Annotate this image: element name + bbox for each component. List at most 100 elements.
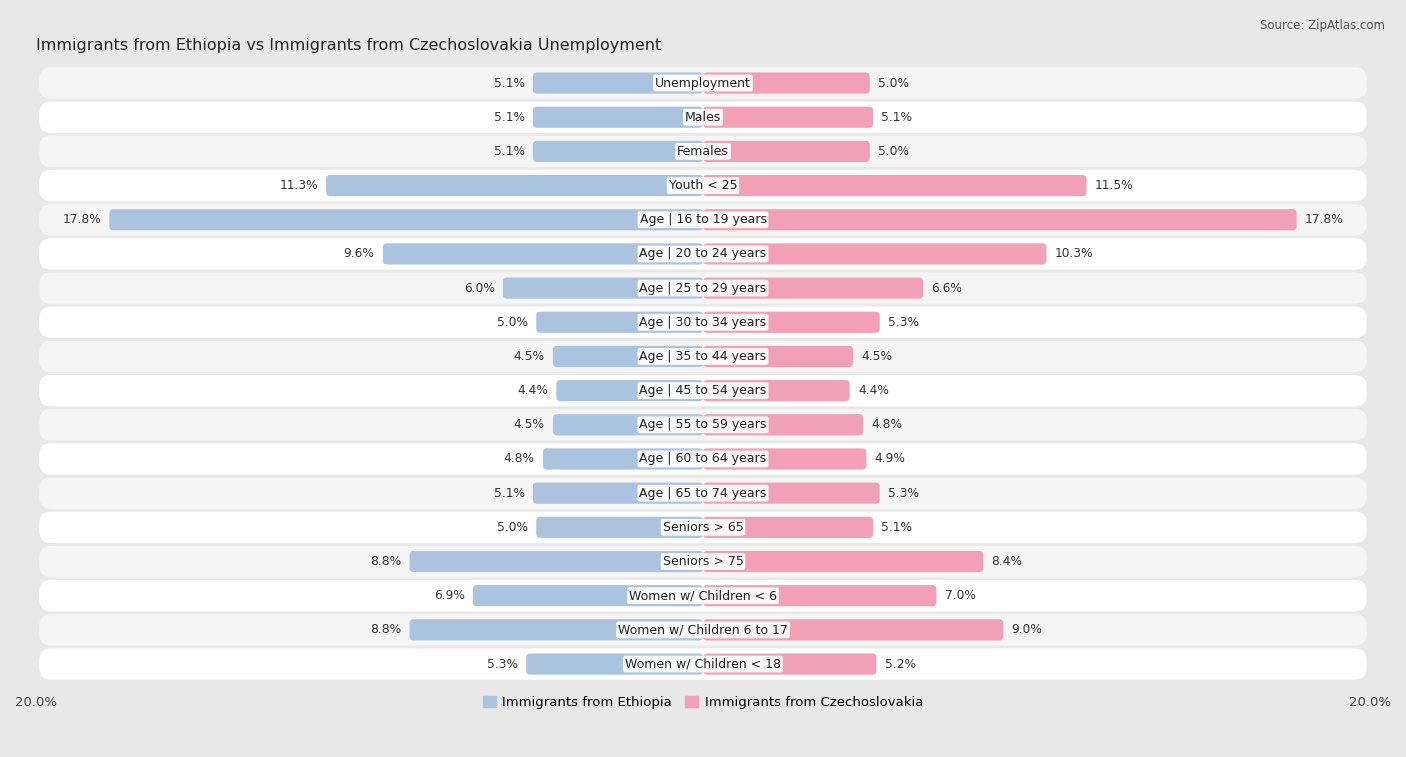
- Text: Age | 45 to 54 years: Age | 45 to 54 years: [640, 384, 766, 397]
- Text: 5.1%: 5.1%: [494, 111, 524, 123]
- Text: Women w/ Children < 6: Women w/ Children < 6: [628, 589, 778, 602]
- FancyBboxPatch shape: [703, 346, 853, 367]
- FancyBboxPatch shape: [39, 67, 1367, 98]
- FancyBboxPatch shape: [39, 614, 1367, 646]
- FancyBboxPatch shape: [703, 73, 870, 94]
- FancyBboxPatch shape: [553, 346, 703, 367]
- Text: Source: ZipAtlas.com: Source: ZipAtlas.com: [1260, 19, 1385, 32]
- Text: 5.0%: 5.0%: [879, 145, 910, 158]
- Text: 5.2%: 5.2%: [884, 658, 915, 671]
- Text: Immigrants from Ethiopia vs Immigrants from Czechoslovakia Unemployment: Immigrants from Ethiopia vs Immigrants f…: [37, 38, 661, 53]
- Text: 4.4%: 4.4%: [517, 384, 548, 397]
- Text: 4.8%: 4.8%: [503, 453, 534, 466]
- FancyBboxPatch shape: [703, 209, 1296, 230]
- Text: 5.1%: 5.1%: [494, 487, 524, 500]
- FancyBboxPatch shape: [703, 278, 924, 299]
- FancyBboxPatch shape: [326, 175, 703, 196]
- FancyBboxPatch shape: [533, 73, 703, 94]
- Text: 4.4%: 4.4%: [858, 384, 889, 397]
- Text: Females: Females: [678, 145, 728, 158]
- Text: Age | 20 to 24 years: Age | 20 to 24 years: [640, 248, 766, 260]
- FancyBboxPatch shape: [533, 107, 703, 128]
- FancyBboxPatch shape: [703, 380, 849, 401]
- Text: Women w/ Children < 18: Women w/ Children < 18: [626, 658, 780, 671]
- FancyBboxPatch shape: [536, 312, 703, 333]
- Text: 8.8%: 8.8%: [370, 623, 401, 637]
- Text: Age | 55 to 59 years: Age | 55 to 59 years: [640, 419, 766, 431]
- Text: Age | 16 to 19 years: Age | 16 to 19 years: [640, 213, 766, 226]
- FancyBboxPatch shape: [39, 204, 1367, 235]
- FancyBboxPatch shape: [39, 307, 1367, 338]
- FancyBboxPatch shape: [39, 238, 1367, 269]
- Text: 8.4%: 8.4%: [991, 555, 1022, 568]
- Text: 6.9%: 6.9%: [433, 589, 464, 602]
- FancyBboxPatch shape: [703, 482, 880, 503]
- FancyBboxPatch shape: [39, 580, 1367, 612]
- FancyBboxPatch shape: [536, 517, 703, 538]
- Text: 5.0%: 5.0%: [879, 76, 910, 89]
- FancyBboxPatch shape: [543, 448, 703, 469]
- FancyBboxPatch shape: [409, 619, 703, 640]
- Text: 6.0%: 6.0%: [464, 282, 495, 294]
- FancyBboxPatch shape: [472, 585, 703, 606]
- Text: 17.8%: 17.8%: [62, 213, 101, 226]
- FancyBboxPatch shape: [557, 380, 703, 401]
- Text: 5.1%: 5.1%: [882, 111, 912, 123]
- FancyBboxPatch shape: [703, 175, 1087, 196]
- FancyBboxPatch shape: [39, 409, 1367, 441]
- FancyBboxPatch shape: [703, 414, 863, 435]
- FancyBboxPatch shape: [39, 444, 1367, 475]
- Text: 5.1%: 5.1%: [494, 76, 524, 89]
- FancyBboxPatch shape: [39, 648, 1367, 680]
- FancyBboxPatch shape: [703, 243, 1046, 264]
- Text: 4.9%: 4.9%: [875, 453, 905, 466]
- FancyBboxPatch shape: [39, 512, 1367, 543]
- Text: 8.8%: 8.8%: [370, 555, 401, 568]
- FancyBboxPatch shape: [110, 209, 703, 230]
- Text: Women w/ Children 6 to 17: Women w/ Children 6 to 17: [619, 623, 787, 637]
- Text: 5.0%: 5.0%: [496, 316, 527, 329]
- FancyBboxPatch shape: [703, 141, 870, 162]
- FancyBboxPatch shape: [703, 312, 880, 333]
- Text: Seniors > 75: Seniors > 75: [662, 555, 744, 568]
- Text: Age | 30 to 34 years: Age | 30 to 34 years: [640, 316, 766, 329]
- Text: 6.6%: 6.6%: [931, 282, 962, 294]
- FancyBboxPatch shape: [39, 101, 1367, 133]
- FancyBboxPatch shape: [39, 341, 1367, 372]
- Text: 11.3%: 11.3%: [280, 179, 318, 192]
- FancyBboxPatch shape: [553, 414, 703, 435]
- FancyBboxPatch shape: [39, 546, 1367, 578]
- Text: 7.0%: 7.0%: [945, 589, 976, 602]
- FancyBboxPatch shape: [533, 141, 703, 162]
- FancyBboxPatch shape: [39, 170, 1367, 201]
- FancyBboxPatch shape: [39, 375, 1367, 407]
- FancyBboxPatch shape: [503, 278, 703, 299]
- Text: 9.0%: 9.0%: [1011, 623, 1042, 637]
- Text: Seniors > 65: Seniors > 65: [662, 521, 744, 534]
- Text: 5.1%: 5.1%: [882, 521, 912, 534]
- Text: Youth < 25: Youth < 25: [669, 179, 737, 192]
- Text: 17.8%: 17.8%: [1305, 213, 1344, 226]
- Text: 5.3%: 5.3%: [889, 316, 920, 329]
- FancyBboxPatch shape: [703, 448, 866, 469]
- Text: Age | 65 to 74 years: Age | 65 to 74 years: [640, 487, 766, 500]
- Text: 4.5%: 4.5%: [513, 419, 544, 431]
- Text: 5.0%: 5.0%: [496, 521, 527, 534]
- Text: 4.5%: 4.5%: [862, 350, 893, 363]
- Text: Age | 60 to 64 years: Age | 60 to 64 years: [640, 453, 766, 466]
- FancyBboxPatch shape: [703, 551, 983, 572]
- FancyBboxPatch shape: [703, 107, 873, 128]
- FancyBboxPatch shape: [533, 482, 703, 503]
- Text: 10.3%: 10.3%: [1054, 248, 1094, 260]
- Legend: Immigrants from Ethiopia, Immigrants from Czechoslovakia: Immigrants from Ethiopia, Immigrants fro…: [477, 690, 929, 714]
- FancyBboxPatch shape: [39, 273, 1367, 304]
- Text: 4.8%: 4.8%: [872, 419, 903, 431]
- Text: 5.1%: 5.1%: [494, 145, 524, 158]
- FancyBboxPatch shape: [39, 478, 1367, 509]
- FancyBboxPatch shape: [703, 585, 936, 606]
- FancyBboxPatch shape: [409, 551, 703, 572]
- FancyBboxPatch shape: [39, 136, 1367, 167]
- FancyBboxPatch shape: [526, 653, 703, 674]
- Text: 4.5%: 4.5%: [513, 350, 544, 363]
- FancyBboxPatch shape: [703, 653, 876, 674]
